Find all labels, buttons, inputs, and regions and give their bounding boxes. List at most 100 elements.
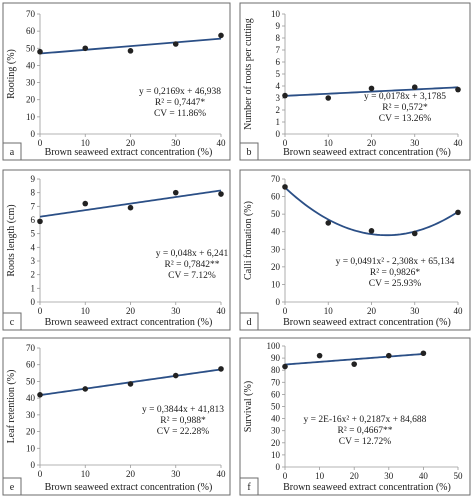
x-tick-label: 0	[38, 306, 43, 316]
x-tick-label: 20	[126, 469, 136, 479]
x-tick-label: 40	[454, 306, 464, 316]
data-point	[37, 218, 43, 225]
y-tick-label: 4	[31, 242, 36, 252]
data-point	[411, 84, 418, 90]
data-point	[172, 189, 179, 196]
x-tick-label: 30	[171, 306, 181, 316]
x-tick-label: 40	[419, 471, 429, 481]
data-point	[325, 95, 332, 101]
y-tick-label: 70	[26, 343, 36, 353]
y-tick-label: 50	[271, 402, 281, 412]
y-tick-label: 7	[276, 45, 281, 55]
y-tick-label: 1	[31, 283, 36, 293]
y-tick-label: 9	[276, 21, 281, 31]
data-point	[420, 350, 427, 357]
data-point	[411, 230, 418, 237]
y-tick-label: 4	[276, 81, 281, 91]
y-axis-label: Number of roots per cutting	[243, 18, 254, 130]
y-tick-label: 40	[26, 60, 36, 70]
data-point	[282, 363, 288, 370]
trend-line	[39, 189, 222, 218]
panel-letter-box	[2, 142, 22, 161]
y-tick-label: 30	[271, 244, 281, 254]
panel-c: 0 1 2 3 4 5 6 7 8 9 0 10 20 30 40 y = 0,048x + 6,241R² …	[2, 169, 231, 331]
x-tick-label: 20	[367, 306, 377, 316]
y-tick-label: 50	[26, 376, 36, 386]
y-tick-label: 0	[31, 460, 36, 470]
x-axis-label: Brown seaweed extract concentration (%)	[283, 482, 451, 493]
x-tick-label: 30	[410, 138, 420, 148]
data-point	[455, 209, 461, 216]
data-point	[82, 386, 89, 392]
data-point	[127, 204, 134, 211]
x-tick-label: 10	[81, 469, 91, 479]
y-tick-label: 3	[31, 256, 36, 266]
x-tick-label: 10	[324, 138, 334, 148]
data-point	[282, 92, 288, 99]
y-tick-label: 0	[276, 297, 281, 307]
y-tick-label: 40	[271, 414, 281, 424]
panel-d: 0 10 20 30 40 50 60 70 0 10 20 30 40 y = 0,0491x² - 2…	[239, 169, 471, 331]
y-tick-label: 20	[271, 262, 281, 272]
y-tick-label: 6	[31, 215, 36, 225]
x-axis-label: Brown seaweed extract concentration (%)	[45, 317, 213, 328]
y-tick-label: 30	[271, 426, 281, 436]
y-tick-label: 10	[271, 9, 281, 19]
y-tick-label: 70	[271, 174, 281, 184]
x-tick-label: 50	[454, 471, 464, 481]
y-tick-label: 7	[31, 201, 36, 211]
data-point	[351, 361, 358, 367]
data-point	[172, 372, 179, 379]
panel-border	[239, 169, 471, 331]
x-tick-label: 30	[384, 471, 394, 481]
equation-line: R² = 0,9826*	[370, 268, 420, 278]
data-point	[172, 41, 179, 47]
y-tick-label: 40	[26, 393, 36, 403]
y-tick-label: 8	[31, 188, 36, 198]
y-tick-label: 2	[31, 270, 36, 280]
y-tick-label: 0	[31, 129, 36, 139]
y-tick-label: 60	[271, 192, 281, 202]
panel-letter: c	[10, 317, 15, 328]
y-tick-label: 60	[26, 360, 36, 370]
x-tick-label: 40	[217, 469, 227, 479]
equation-line: CV = 12.72%	[339, 437, 392, 447]
panel-letter: f	[247, 482, 251, 493]
y-tick-label: 70	[271, 377, 281, 387]
x-tick-label: 30	[171, 469, 181, 479]
panel-border	[2, 169, 231, 331]
y-tick-label: 50	[26, 43, 36, 53]
x-tick-label: 0	[283, 138, 288, 148]
data-point	[37, 392, 43, 398]
y-tick-label: 30	[26, 410, 36, 420]
y-tick-label: 100	[267, 341, 281, 351]
panel-letter: a	[10, 147, 15, 158]
panel-letter-box	[239, 142, 259, 161]
equation-line: R² = 0,7842**	[165, 260, 220, 270]
trend-line	[39, 37, 222, 55]
data-point	[282, 184, 288, 190]
x-tick-label: 20	[367, 138, 377, 148]
panel-letter: d	[247, 317, 252, 328]
y-tick-label: 20	[26, 427, 36, 437]
x-tick-label: 40	[217, 306, 227, 316]
trend-line	[284, 86, 459, 97]
x-tick-label: 30	[171, 138, 181, 148]
equation-line: CV = 11.86%	[154, 109, 206, 119]
equation-line: CV = 22.28%	[157, 427, 210, 437]
data-point	[82, 45, 89, 52]
y-tick-label: 6	[276, 57, 281, 67]
y-tick-label: 0	[276, 129, 281, 139]
x-tick-label: 40	[217, 138, 227, 148]
data-point	[368, 85, 375, 92]
y-axis-label: Rooting (%)	[6, 49, 17, 99]
equation-line: y = 0,3844x + 41,813	[142, 405, 224, 415]
x-axis-label: Brown seaweed extract concentration (%)	[45, 147, 213, 158]
y-tick-label: 60	[271, 389, 281, 399]
equation-line: R² = 0,4667**	[338, 426, 393, 436]
equation-line: CV = 7.12%	[168, 271, 216, 281]
x-tick-label: 0	[38, 469, 43, 479]
data-point	[218, 32, 224, 39]
x-tick-label: 10	[81, 138, 91, 148]
x-tick-label: 0	[283, 306, 288, 316]
